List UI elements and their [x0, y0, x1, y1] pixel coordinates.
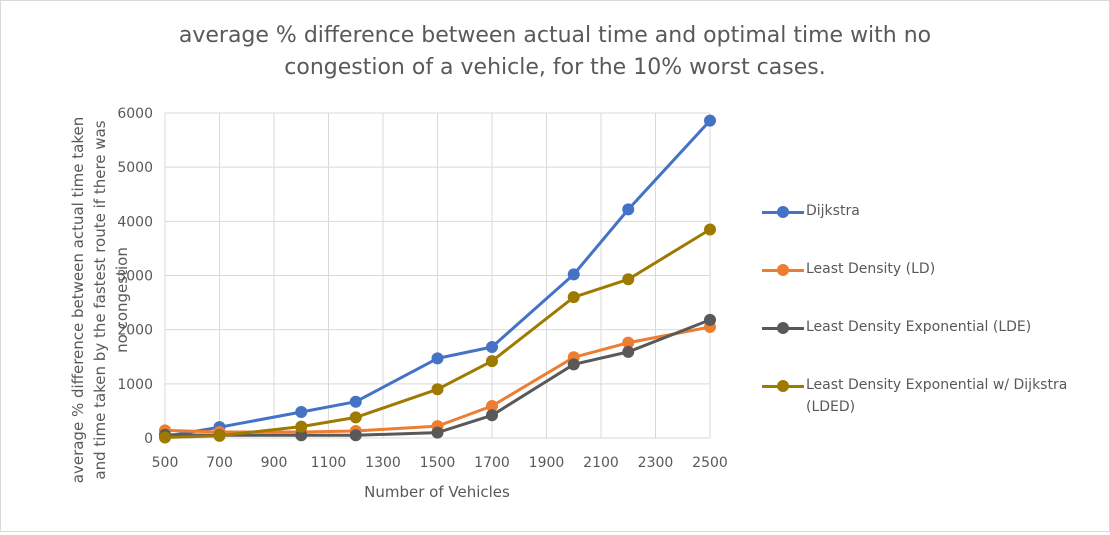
gridlines: [164, 112, 711, 439]
y-tick-label: 3000: [117, 269, 153, 285]
x-tick-label: 2500: [692, 455, 728, 471]
legend-swatch-ld: [762, 264, 804, 276]
data-point-lde: [704, 313, 716, 326]
data-point-lded: [567, 291, 580, 304]
legend-swatch-lded: [762, 380, 804, 392]
data-point-lde: [431, 426, 444, 439]
x-tick-label: 2100: [583, 455, 619, 471]
data-point-dijkstra: [486, 341, 498, 353]
legend-swatch-dijkstra: [762, 206, 804, 218]
data-point-lded: [295, 420, 308, 433]
data-point-lde: [349, 429, 362, 442]
y-axis-label-line-2: and time taken by the fastest route if t…: [91, 120, 109, 480]
data-point-lde: [567, 358, 580, 371]
y-axis-label: average % difference between actual time…: [67, 65, 133, 535]
data-point-lded: [431, 383, 444, 396]
data-point-lded: [486, 355, 498, 368]
x-tick-label: 900: [261, 455, 288, 471]
y-axis-label-line-3: no congestion: [113, 247, 131, 353]
y-tick-label: 1000: [117, 377, 153, 393]
x-tick-label: 1500: [420, 455, 456, 471]
data-point-dijkstra: [622, 203, 635, 216]
y-tick-label: 5000: [117, 160, 153, 176]
y-tick-label: 2000: [117, 323, 153, 339]
x-tick-label: 1300: [365, 455, 401, 471]
data-point-ld: [622, 336, 635, 349]
legend-swatch-lde: [762, 322, 804, 334]
x-tick-label: 1100: [311, 455, 347, 471]
chart-title-line-2: congestion of a vehicle, for the 10% wor…: [284, 55, 826, 80]
tick-labels: 0 1000 2000 3000 4000 5000 6000 500 700 900 1100 13…: [117, 106, 727, 471]
series-group: [159, 114, 716, 444]
x-tick-label: 500: [152, 455, 179, 471]
legend-label-lde: Least Density Exponential (LDE): [806, 319, 1032, 335]
chart-title-line-1: average % difference between actual time…: [178, 23, 932, 48]
y-tick-label: 6000: [117, 106, 153, 122]
data-point-lde: [486, 409, 498, 422]
y-tick-label: 4000: [117, 214, 153, 230]
x-axis-label: Number of Vehicles: [364, 483, 510, 501]
data-point-lded: [622, 273, 635, 286]
legend-item-lded: Least Density Exponential w/ Dijkstra (L…: [762, 374, 1096, 418]
legend-label-lded: Least Density Exponential w/ Dijkstra (L…: [806, 377, 1068, 415]
x-tick-label: 1700: [474, 455, 510, 471]
legend-label-ld: Least Density (LD): [806, 261, 936, 277]
data-point-lded: [159, 431, 171, 444]
legend-item-dijkstra: Dijkstra: [762, 200, 1096, 222]
data-point-lded: [704, 223, 716, 236]
data-point-lde: [622, 345, 635, 358]
x-tick-label: 1900: [529, 455, 565, 471]
data-point-dijkstra: [704, 114, 716, 127]
x-tick-label: 2300: [638, 455, 674, 471]
legend-item-ld: Least Density (LD): [762, 258, 1096, 280]
data-point-ld: [486, 400, 498, 413]
chart-title: average % difference between actual time…: [60, 20, 1050, 84]
legend-item-lde: Least Density Exponential (LDE): [762, 316, 1096, 338]
data-point-lded: [213, 429, 226, 442]
data-point-dijkstra: [295, 406, 308, 418]
data-point-dijkstra: [567, 268, 580, 281]
data-point-lded: [349, 411, 362, 424]
y-axis-label-line-1: average % difference between actual time…: [69, 116, 87, 484]
data-point-dijkstra: [431, 352, 444, 365]
data-point-lde: [295, 429, 308, 442]
y-tick-label: 0: [144, 431, 153, 447]
x-tick-label: 700: [206, 455, 233, 471]
data-point-dijkstra: [349, 395, 362, 408]
legend-label-dijkstra: Dijkstra: [806, 203, 860, 219]
